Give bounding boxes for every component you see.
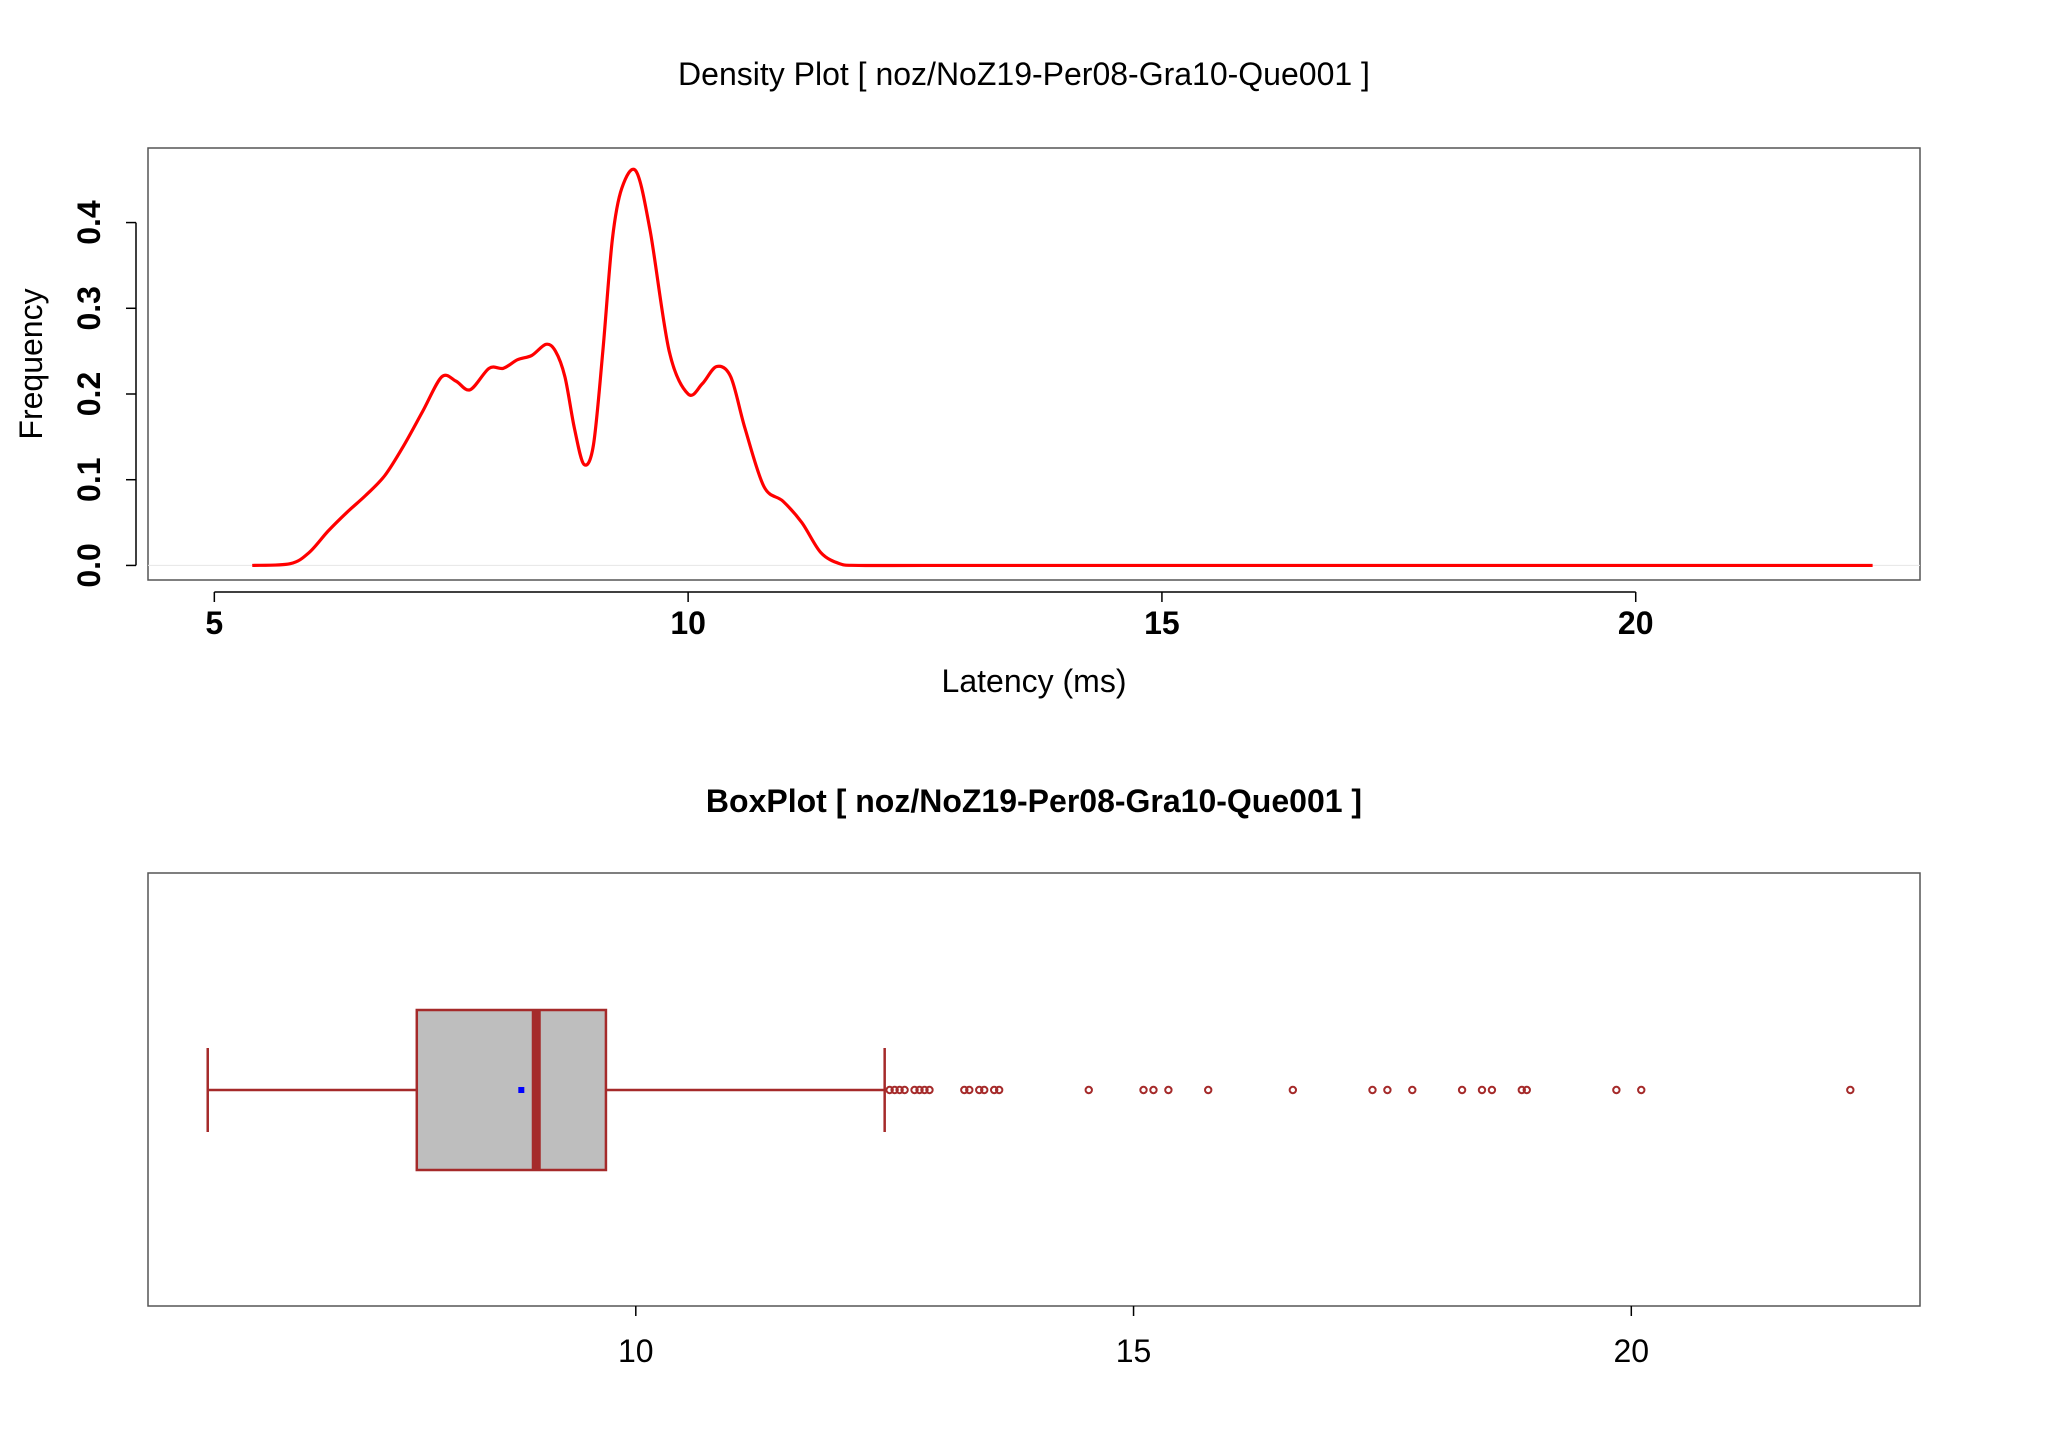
box-x-axis: 10 15 20 — [618, 1306, 1649, 1369]
outlier-point — [989, 1085, 999, 1095]
outlier-point — [895, 1085, 904, 1095]
interquartile-box — [415, 1008, 608, 1172]
density-chart: Density Plot [ noz/NoZ19-Per08-Gra10-Que… — [13, 56, 1921, 699]
outlier-point — [1522, 1085, 1531, 1095]
outlier-point — [890, 1085, 899, 1095]
density-x-tick-label: 15 — [1144, 605, 1180, 641]
density-y-tick-label: 0.3 — [71, 286, 107, 330]
density-x-axis-label: Latency (ms) — [942, 663, 1127, 699]
outlier-point — [975, 1085, 984, 1095]
box-title: BoxPlot [ noz/NoZ19-Per08-Gra10-Que001 ] — [706, 783, 1362, 819]
outlier-point — [1368, 1085, 1377, 1095]
box-x-tick-label: 15 — [1116, 1333, 1152, 1369]
outlier-point — [960, 1085, 969, 1095]
density-y-tick-label: 0.0 — [71, 543, 107, 587]
outlier-point — [980, 1085, 989, 1095]
box-elements — [206, 1008, 886, 1172]
outlier-point — [1846, 1085, 1855, 1095]
outlier-point — [994, 1085, 1004, 1095]
box-outliers — [885, 1085, 1855, 1095]
density-y-tick-label: 0.2 — [71, 372, 107, 416]
outlier-point — [1457, 1085, 1467, 1095]
density-x-axis: 5 10 15 20 — [205, 591, 1654, 641]
box-plot-frame — [147, 872, 1921, 1307]
outlier-point — [1517, 1085, 1526, 1095]
outlier-point — [1383, 1085, 1392, 1095]
box-x-tick-label: 20 — [1614, 1333, 1650, 1369]
box-chart: BoxPlot [ noz/NoZ19-Per08-Gra10-Que001 ]… — [147, 783, 1921, 1369]
density-x-tick-label: 10 — [670, 605, 706, 641]
outlier-point — [900, 1085, 909, 1095]
density-y-tick-label: 0.1 — [71, 457, 107, 501]
box-x-tick-label: 10 — [618, 1333, 654, 1369]
outlier-point — [920, 1085, 929, 1095]
density-plot-frame — [147, 147, 1921, 581]
mean-marker — [518, 1087, 525, 1093]
density-y-axis-label: Frequency — [13, 288, 49, 439]
outlier-point — [1637, 1085, 1646, 1095]
density-title: Density Plot [ noz/NoZ19-Per08-Gra10-Que… — [678, 56, 1370, 92]
outlier-point — [965, 1085, 974, 1095]
outlier-point — [1408, 1085, 1417, 1095]
density-y-axis: 0.0 0.1 0.2 0.3 0.4 — [71, 200, 137, 588]
outlier-point — [1164, 1085, 1173, 1095]
outlier-point — [1477, 1085, 1487, 1095]
outlier-point — [1612, 1085, 1621, 1095]
outlier-point — [885, 1085, 894, 1095]
outlier-point — [1084, 1085, 1093, 1095]
density-y-tick-label: 0.4 — [71, 200, 107, 245]
outlier-point — [1149, 1085, 1158, 1095]
density-x-tick-label: 5 — [205, 605, 223, 641]
outlier-point — [1487, 1085, 1497, 1095]
outlier-point — [1288, 1085, 1298, 1095]
outlier-point — [915, 1085, 924, 1095]
outlier-point — [1139, 1085, 1148, 1095]
density-curve — [252, 167, 1873, 568]
outlier-point — [1204, 1085, 1213, 1095]
outlier-point — [925, 1085, 934, 1095]
density-x-tick-label: 20 — [1618, 605, 1654, 641]
outlier-point — [910, 1085, 919, 1095]
